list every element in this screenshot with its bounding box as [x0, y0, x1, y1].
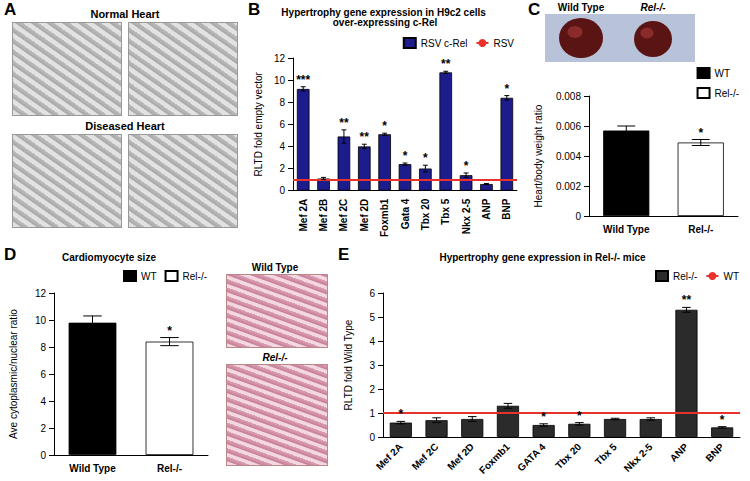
svg-text:0: 0: [369, 432, 375, 443]
svg-text:*: *: [577, 409, 582, 423]
html-text:Normal Heart: Normal Heart: [90, 8, 160, 20]
svg-text:ANP: ANP: [481, 198, 492, 219]
svg-text:*: *: [504, 82, 509, 96]
svg-text:Mef 2C: Mef 2C: [338, 199, 349, 232]
svg-text:GATA 4: GATA 4: [515, 441, 548, 474]
svg-text:***: ***: [296, 73, 310, 87]
svg-text:RLTD fold empty vector: RLTD fold empty vector: [253, 72, 264, 177]
svg-text:0.002: 0.002: [556, 181, 581, 192]
svg-text:**: **: [360, 130, 370, 144]
svg-text:0.006: 0.006: [556, 121, 581, 132]
svg-text:0: 0: [575, 211, 581, 222]
svg-text:Ave cytoplasmic/nuclear ratio: Ave cytoplasmic/nuclear ratio: [8, 309, 19, 439]
svg-text:2: 2: [40, 423, 46, 434]
svg-text:Wild Type: Wild Type: [69, 463, 116, 474]
svg-text:Mef 2A: Mef 2A: [374, 441, 405, 472]
svg-text:Hypertrophy gene expression in: Hypertrophy gene expression in H9c2 cell…: [281, 6, 489, 18]
html-text:Wild Type: Wild Type: [557, 2, 605, 13]
svg-text:*: *: [167, 324, 172, 338]
svg-text:10: 10: [274, 75, 286, 86]
svg-text:0: 0: [40, 450, 46, 461]
svg-text:Foxmb1: Foxmb1: [379, 198, 390, 237]
svg-text:WT: WT: [723, 271, 739, 282]
svg-text:2: 2: [369, 384, 375, 395]
svg-text:Nkx 2-5: Nkx 2-5: [622, 441, 655, 474]
svg-text:Heart/body weight ratio: Heart/body weight ratio: [533, 104, 544, 207]
svg-text:Wild Type: Wild Type: [603, 224, 650, 235]
svg-text:RSV c-Rel: RSV c-Rel: [421, 38, 468, 49]
svg-text:Rel-/-: Rel-/-: [157, 463, 182, 474]
svg-text:6: 6: [279, 119, 285, 130]
svg-text:BNP: BNP: [501, 198, 512, 219]
svg-text:RSV: RSV: [493, 38, 514, 49]
svg-text:WT: WT: [715, 68, 731, 79]
svg-text:*: *: [399, 407, 404, 421]
svg-text:Mef 2D: Mef 2D: [445, 441, 476, 472]
svg-text:Gata 4: Gata 4: [400, 198, 411, 229]
svg-text:4: 4: [40, 396, 46, 407]
html-text:B: B: [248, 0, 261, 19]
svg-text:Hypertrophy gene expression in: Hypertrophy gene expression in Rel-/- mi…: [439, 252, 646, 263]
svg-text:*: *: [382, 119, 387, 133]
svg-text:Rel-/-: Rel-/-: [688, 224, 713, 235]
svg-text:Mef 2D: Mef 2D: [359, 199, 370, 232]
svg-text:6: 6: [40, 369, 46, 380]
svg-text:6: 6: [369, 288, 375, 299]
svg-text:Tbx 5: Tbx 5: [440, 198, 451, 225]
svg-text:0: 0: [279, 185, 285, 196]
svg-text:Tbx 5: Tbx 5: [593, 441, 620, 468]
svg-text:RLTD fold Wild Type: RLTD fold Wild Type: [343, 319, 354, 410]
html-text:Rel-/-: Rel-/-: [262, 352, 288, 363]
svg-text:*: *: [698, 126, 703, 140]
svg-text:*: *: [720, 413, 725, 427]
svg-text:12: 12: [274, 53, 286, 64]
svg-text:**: **: [339, 116, 349, 130]
svg-text:Tbx 20: Tbx 20: [553, 441, 583, 471]
svg-text:2: 2: [279, 163, 285, 174]
svg-text:Tbx 20: Tbx 20: [420, 198, 431, 230]
svg-text:over-expressing c-Rel: over-expressing c-Rel: [333, 17, 438, 28]
html-text:Diseased Heart: Diseased Heart: [85, 120, 165, 132]
svg-text:1: 1: [369, 408, 375, 419]
svg-text:Mef 2B: Mef 2B: [318, 199, 329, 232]
svg-text:0.008: 0.008: [556, 91, 581, 102]
svg-text:Rel-/-: Rel-/-: [673, 271, 697, 282]
svg-text:Mef 2A: Mef 2A: [298, 199, 309, 232]
svg-text:4: 4: [369, 336, 375, 347]
svg-text:Nkx 2-5: Nkx 2-5: [461, 198, 472, 234]
svg-text:Foxmb1: Foxmb1: [477, 441, 512, 476]
svg-text:5: 5: [369, 312, 375, 323]
html-text:E: E: [338, 245, 350, 264]
html-text:Wild Type: Wild Type: [251, 262, 299, 273]
svg-text:Mef 2C: Mef 2C: [410, 441, 441, 472]
html-text:A: A: [4, 0, 17, 19]
svg-text:*: *: [464, 159, 469, 173]
svg-text:WT: WT: [141, 271, 157, 282]
svg-text:BNP: BNP: [703, 441, 726, 464]
svg-text:**: **: [682, 293, 692, 307]
svg-text:*: *: [403, 149, 408, 163]
svg-text:Rel-/-: Rel-/-: [183, 271, 207, 282]
svg-text:8: 8: [40, 342, 46, 353]
svg-text:ANP: ANP: [668, 441, 691, 464]
svg-text:4: 4: [279, 141, 285, 152]
svg-text:8: 8: [279, 97, 285, 108]
svg-text:**: **: [441, 57, 451, 71]
html-text:D: D: [4, 245, 17, 264]
svg-text:12: 12: [35, 288, 47, 299]
svg-text:10: 10: [35, 315, 47, 326]
html-text:C: C: [528, 0, 541, 19]
svg-text:*: *: [423, 151, 428, 165]
svg-text:Cardiomyocyte size: Cardiomyocyte size: [62, 252, 156, 263]
svg-text:Rel-/-: Rel-/-: [715, 88, 739, 99]
svg-text:*: *: [541, 410, 546, 424]
svg-text:3: 3: [369, 360, 375, 371]
html-text:Rel-/-: Rel-/-: [640, 2, 666, 13]
svg-text:0.004: 0.004: [556, 151, 581, 162]
